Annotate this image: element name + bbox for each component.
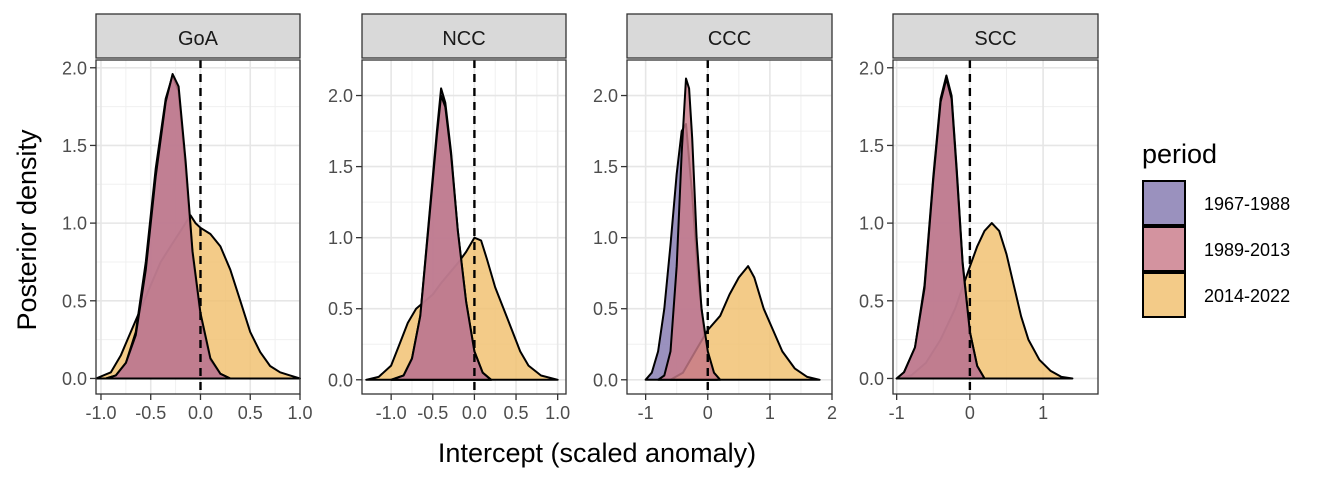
- x-tick-label: 1.0: [287, 403, 312, 423]
- legend-item-1967-1988: 1967-1988: [1142, 180, 1290, 226]
- facet-strip: [361, 13, 567, 59]
- facet-ncc: NCC -1.0 -0.5 0.0 0.5 1.0 0.0 0.5 1.0 1.5 2.0: [328, 13, 570, 423]
- facet-strip: [626, 13, 833, 59]
- y-tick-label: 2.0: [593, 86, 618, 106]
- panel-border: [626, 59, 833, 395]
- legend-items: 1967-1988 1989-2013 2014-2022: [1142, 180, 1290, 318]
- y-tick-label: 1.5: [593, 157, 618, 177]
- y-tick-label: 0.5: [593, 299, 618, 319]
- x-tick-label: -1.0: [85, 403, 116, 423]
- density-1989-2013: [105, 73, 232, 380]
- legend: period 1967-1988 1989-2013 2014-2022: [1142, 139, 1290, 318]
- y-tick-label: 1.5: [859, 136, 884, 156]
- x-tick-label: 0.0: [188, 403, 213, 423]
- x-tick-label: 1: [1038, 403, 1048, 423]
- facet-goa: GoA -1.0 -0.5 0.0 0.5 1.0 0.0 0.5 1.0 1.5 2.0: [62, 13, 313, 423]
- y-tick-label: 0.0: [859, 369, 884, 389]
- y-tick-label: 2.0: [859, 58, 884, 78]
- x-tick-label: -1: [638, 403, 654, 423]
- legend-title: period: [1142, 139, 1217, 169]
- y-tick-label: 1.5: [328, 157, 353, 177]
- y-tick-label: 1.5: [62, 136, 87, 156]
- facet-panels: GoA -1.0 -0.5 0.0 0.5 1.0 0.0 0.5 1.0 1.5 2.0 NCC -1…: [62, 13, 1099, 423]
- x-tick-label: -0.5: [417, 403, 448, 423]
- x-tick-label: 0: [965, 403, 975, 423]
- x-tick-label: -1: [889, 403, 905, 423]
- facet-strip: [95, 13, 301, 59]
- facet-strip-label: NCC: [442, 28, 485, 50]
- y-tick-label: 2.0: [328, 86, 353, 106]
- x-tick-label: 0.5: [238, 403, 263, 423]
- density-1989-2013: [390, 94, 493, 381]
- legend-label: 2014-2022: [1204, 286, 1290, 306]
- density-1989-2013: [895, 77, 986, 380]
- y-tick-label: 1.0: [859, 214, 884, 234]
- x-tick-label: 0: [703, 403, 713, 423]
- legend-swatch: [1142, 272, 1186, 318]
- y-tick-label: 0.5: [62, 291, 87, 311]
- legend-swatch: [1142, 180, 1186, 226]
- panel-border: [892, 59, 1099, 395]
- y-tick-label: 1.0: [593, 228, 618, 248]
- y-tick-label: 1.0: [328, 228, 353, 248]
- y-axis-label: Posterior density: [12, 129, 42, 331]
- legend-item-2014-2022: 2014-2022: [1142, 272, 1290, 318]
- legend-swatch: [1142, 226, 1186, 272]
- x-tick-label: 1: [765, 403, 775, 423]
- y-tick-label: 0.0: [62, 369, 87, 389]
- facet-scc: SCC -1 0 1 0.0 0.5 1.0 1.5 2.0: [859, 13, 1099, 423]
- legend-label: 1967-1988: [1204, 194, 1290, 214]
- facet-strip: [892, 13, 1099, 59]
- facet-ccc: CCC -1 0 1 2 0.0 0.5 1.0 1.5 2.0: [593, 13, 837, 423]
- x-tick-label: 0.5: [504, 403, 529, 423]
- x-tick-label: -0.5: [135, 403, 166, 423]
- x-tick-label: -1.0: [376, 403, 407, 423]
- facet-strip-label: SCC: [974, 28, 1016, 50]
- y-tick-label: 2.0: [62, 58, 87, 78]
- y-tick-label: 0.5: [859, 291, 884, 311]
- panel-border: [95, 59, 301, 395]
- x-tick-label: 0.0: [462, 403, 487, 423]
- y-tick-label: 0.0: [593, 370, 618, 390]
- x-tick-label: 1.0: [545, 403, 570, 423]
- x-axis-label: Intercept (scaled anomaly): [438, 438, 756, 468]
- x-tick-label: 2: [827, 403, 837, 423]
- facet-strip-label: GoA: [178, 28, 219, 50]
- panel-border: [361, 59, 567, 395]
- y-tick-label: 0.5: [328, 299, 353, 319]
- legend-label: 1989-2013: [1204, 240, 1290, 260]
- y-tick-label: 0.0: [328, 370, 353, 390]
- legend-item-1989-2013: 1989-2013: [1142, 226, 1290, 272]
- y-tick-label: 1.0: [62, 214, 87, 234]
- facet-strip-label: CCC: [708, 28, 751, 50]
- density-1989-2013: [657, 77, 722, 381]
